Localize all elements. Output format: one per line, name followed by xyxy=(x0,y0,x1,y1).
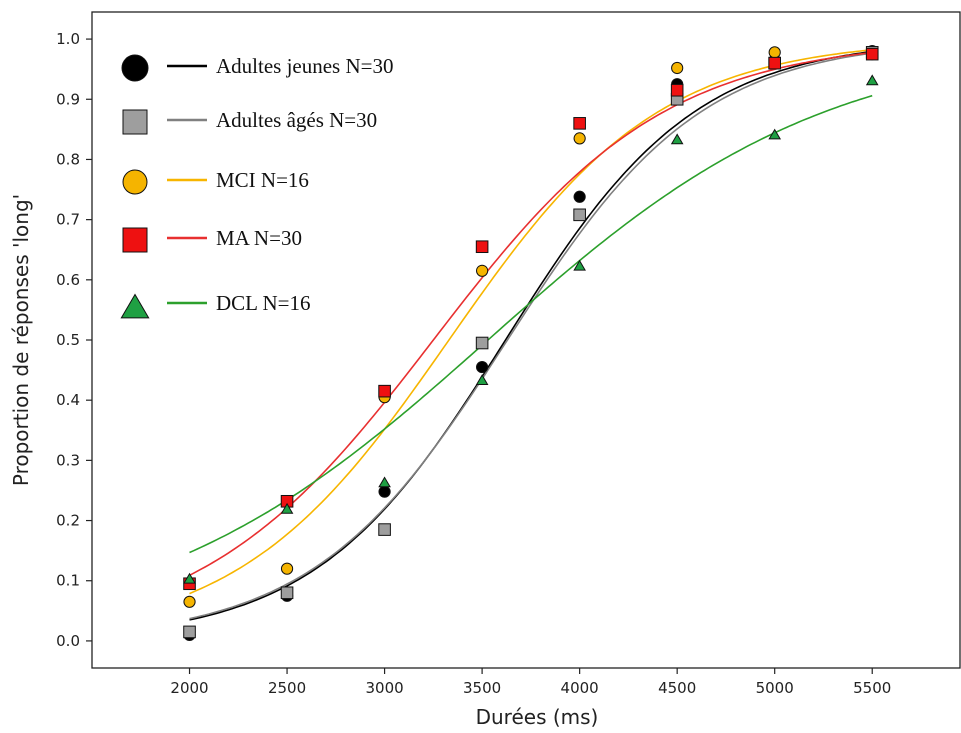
legend-label: Adultes âgés N=30 xyxy=(216,108,377,132)
data-point xyxy=(475,374,489,385)
y-tick-label: 1.0 xyxy=(56,30,80,48)
y-tick-label: 0.2 xyxy=(56,512,80,530)
data-point xyxy=(476,360,489,374)
fit-curves xyxy=(189,49,873,621)
data-point xyxy=(475,336,489,350)
data-point xyxy=(280,502,294,514)
data-point xyxy=(573,132,586,145)
data-point xyxy=(475,240,489,254)
data-point xyxy=(378,384,391,398)
data-point xyxy=(573,117,586,130)
y-axis-title: Proportion de réponses 'long' xyxy=(9,194,33,486)
y-tick-label: 0.4 xyxy=(56,391,80,409)
x-axis-title: Durées (ms) xyxy=(476,705,599,729)
data-point xyxy=(768,46,781,59)
legend-label: MCI N=16 xyxy=(216,168,309,192)
fit-curve xyxy=(189,51,873,577)
y-tick-label: 0.1 xyxy=(56,572,80,590)
data-point xyxy=(183,625,196,639)
data-point xyxy=(378,485,391,498)
data-point xyxy=(671,61,684,75)
data-point xyxy=(378,523,391,536)
fit-curve xyxy=(189,50,873,621)
y-tick-label: 0.5 xyxy=(56,331,80,349)
x-axis: 2000 2500 3000 3500 4000 4500 5000 5500 xyxy=(170,668,891,697)
data-point xyxy=(378,476,391,488)
data-point xyxy=(573,259,586,271)
y-tick-label: 0.9 xyxy=(56,90,80,108)
data-point xyxy=(280,562,294,575)
x-tick-label: 2000 xyxy=(170,679,208,697)
data-point xyxy=(476,264,489,277)
fit-curve xyxy=(189,49,873,595)
legend-marker xyxy=(121,54,149,82)
x-tick-label: 3500 xyxy=(463,679,501,697)
y-tick-label: 0.7 xyxy=(56,211,80,229)
x-tick-label: 5000 xyxy=(756,679,794,697)
data-point xyxy=(183,572,196,584)
y-tick-label: 0.3 xyxy=(56,451,80,469)
y-tick-label: 0.0 xyxy=(56,632,80,650)
x-tick-label: 4000 xyxy=(561,679,599,697)
y-tick-label: 0.8 xyxy=(56,150,80,168)
y-tick-label: 0.6 xyxy=(56,271,80,289)
data-point xyxy=(768,128,782,140)
data-point xyxy=(865,47,879,61)
fit-curve xyxy=(189,94,873,554)
data-point xyxy=(573,190,586,203)
legend-marker xyxy=(122,169,148,195)
x-tick-label: 4500 xyxy=(658,679,696,697)
fit-curve xyxy=(189,52,873,620)
x-tick-label: 3000 xyxy=(365,679,403,697)
data-point xyxy=(768,56,781,70)
data-point xyxy=(183,595,196,608)
data-point xyxy=(573,208,586,222)
legend-label: Adultes jeunes N=30 xyxy=(216,54,394,78)
data-points xyxy=(183,45,879,641)
data-point xyxy=(670,83,684,97)
data-point xyxy=(670,133,684,145)
legend-marker xyxy=(122,227,148,253)
x-tick-label: 5500 xyxy=(853,679,891,697)
legend-marker xyxy=(122,109,148,135)
data-point xyxy=(280,586,294,600)
legend: Adultes jeunes N=30 Adultes âgés N=30 MCI … xyxy=(120,54,394,319)
legend-label: DCL N=16 xyxy=(216,291,310,315)
data-point xyxy=(865,74,879,86)
y-axis: 0.0 0.1 0.2 0.3 0.4 0.5 0.6 0.7 0.8 0.9 1.0 xyxy=(56,30,92,650)
legend-marker xyxy=(120,293,150,319)
x-tick-label: 2500 xyxy=(268,679,306,697)
legend-label: MA N=30 xyxy=(216,226,302,250)
